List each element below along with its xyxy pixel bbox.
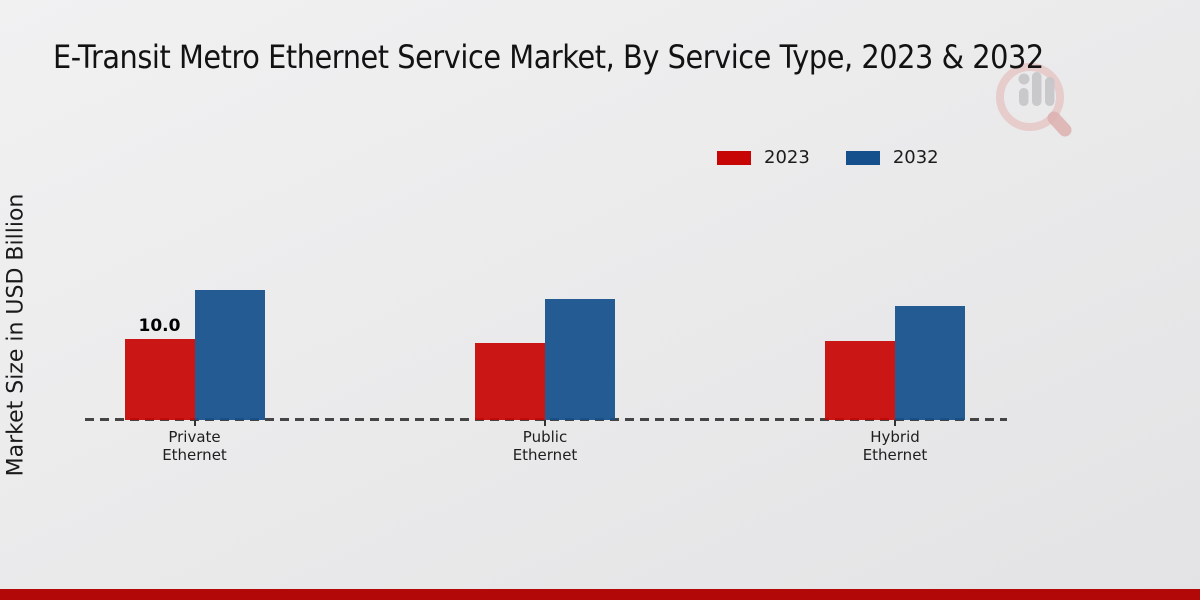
x-category-label-private-ethernet: Private Ethernet bbox=[162, 428, 227, 464]
x-category-label-public-ethernet: Public Ethernet bbox=[512, 428, 578, 464]
legend-label-2023: 2023 bbox=[764, 147, 810, 168]
bar-2023-hybrid-ethernet bbox=[825, 341, 895, 420]
bar-2023-private-ethernet bbox=[124, 339, 195, 420]
legend-item-2032: 2032 bbox=[845, 147, 939, 168]
bar-2032-public-ethernet bbox=[545, 298, 615, 420]
footer-red-strip bbox=[0, 589, 1200, 600]
legend-swatch-2023 bbox=[717, 150, 751, 165]
legend: 2023 2032 bbox=[717, 147, 939, 168]
y-axis-label: Market Size in USD Billion bbox=[3, 193, 29, 477]
x-tick-hybrid-ethernet bbox=[894, 420, 896, 426]
bar-value-label-2023-private-ethernet: 10.0 bbox=[138, 316, 181, 336]
bar-2023-public-ethernet bbox=[475, 343, 545, 420]
x-tick-private-ethernet bbox=[193, 420, 196, 426]
legend-swatch-2032 bbox=[845, 150, 880, 165]
bar-2032-hybrid-ethernet bbox=[895, 305, 965, 420]
x-category-label-hybrid-ethernet: Hybrid Ethernet bbox=[862, 428, 928, 464]
x-tick-public-ethernet bbox=[544, 420, 546, 426]
magnifier-bar-chart-logo-icon bbox=[996, 63, 1072, 137]
chart-title: E-Transit Metro Ethernet Service Market,… bbox=[53, 38, 1044, 76]
bar-2032-private-ethernet bbox=[194, 290, 265, 420]
legend-item-2023: 2023 bbox=[717, 147, 810, 168]
legend-label-2032: 2032 bbox=[892, 147, 939, 168]
